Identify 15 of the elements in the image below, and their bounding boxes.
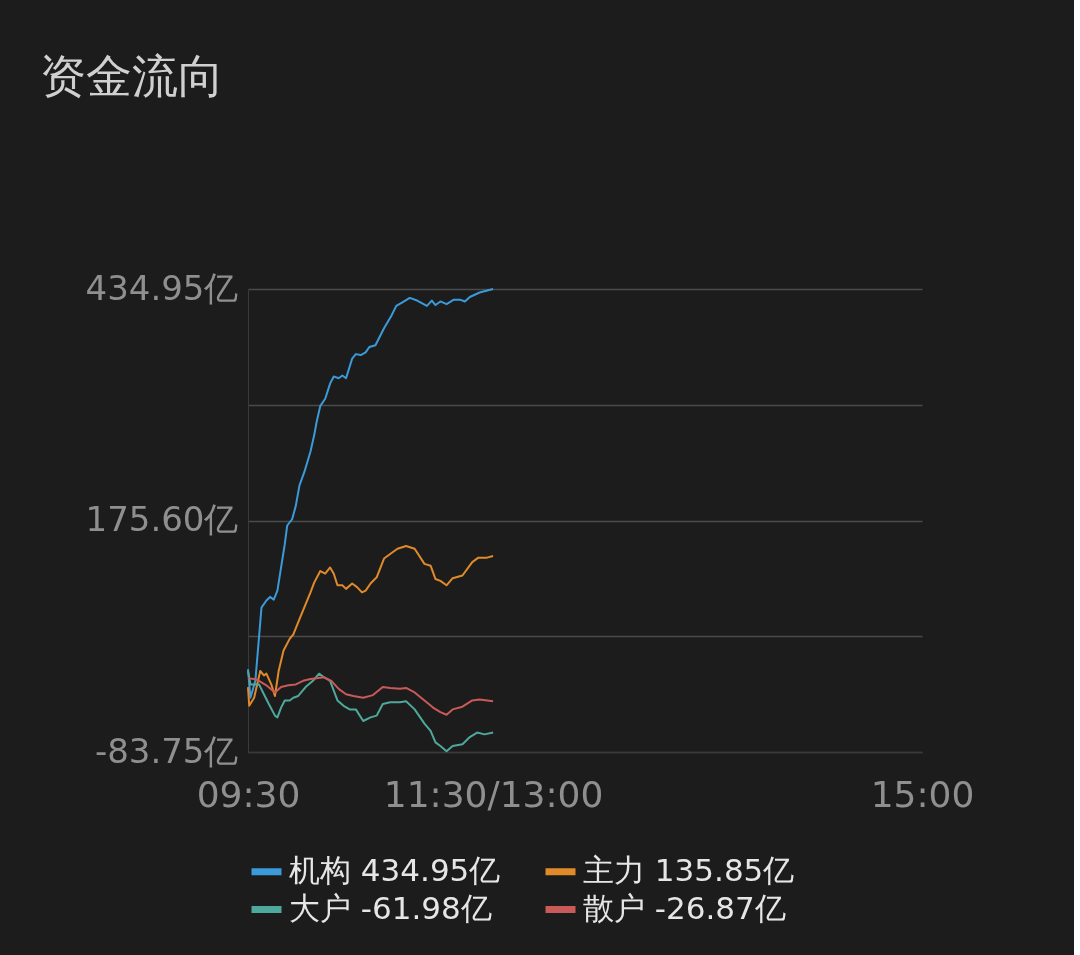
chart-title: 资金流向	[40, 49, 225, 103]
x-tick-label: 15:00	[870, 773, 975, 815]
y-tick-label: 434.95亿	[85, 267, 239, 308]
y-tick-label: -83.75亿	[94, 730, 239, 771]
legend-label: 散户 -26.87亿	[583, 889, 786, 926]
line-series	[247, 670, 495, 753]
line-series	[247, 676, 495, 716]
legend-label: 主力 135.85亿	[583, 851, 795, 888]
line-series	[247, 545, 495, 707]
line-series	[247, 288, 495, 699]
legend-label: 大户 -61.98亿	[289, 889, 492, 926]
y-tick-label: 175.60亿	[85, 499, 239, 539]
legend-label: 机构 434.95亿	[289, 851, 501, 888]
x-tick-label: 11:30/13:00	[383, 773, 604, 815]
x-tick-label: 09:30	[196, 773, 301, 815]
